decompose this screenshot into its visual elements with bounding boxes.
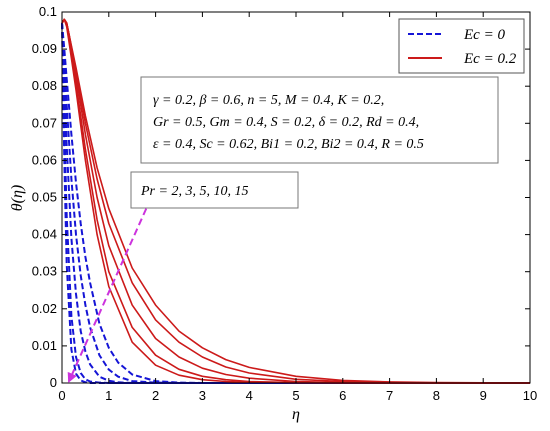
x-tick-label: 7 [386, 388, 393, 403]
y-tick-label: 0.06 [32, 152, 57, 167]
y-tick-label: 0.08 [32, 78, 57, 93]
x-tick-label: 6 [339, 388, 346, 403]
legend: Ec = 0 Ec = 0.2 [398, 18, 525, 74]
x-axis-label: η [292, 406, 300, 423]
y-tick-label: 0.03 [32, 264, 57, 279]
x-tick-label: 2 [152, 388, 159, 403]
pr-annotation-frame [130, 171, 299, 209]
pr-annotation-text: Pr = 2, 3, 5, 10, 15 [140, 184, 248, 199]
parameter-line-1: γ = 0.2, β = 0.6, n = 5, M = 0.4, K = 0.… [153, 93, 384, 108]
parameter-box-frame [140, 76, 499, 164]
x-tick-label: 10 [523, 388, 537, 403]
y-tick-label: 0.09 [32, 41, 57, 56]
y-tick-label: 0.04 [32, 227, 57, 242]
y-tick-label: 0 [50, 375, 57, 390]
x-tick-label: 8 [433, 388, 440, 403]
x-tick-label: 1 [105, 388, 112, 403]
x-tick-label: 9 [480, 388, 487, 403]
parameter-box: γ = 0.2, β = 0.6, n = 5, M = 0.4, K = 0.… [140, 76, 499, 164]
plot-frame [61, 11, 531, 384]
ticks-layer: 0 1 2 3 4 5 6 7 8 9 10 0 0.01 0.02 0.03 0.04 0.05 0.06 0.0… [32, 4, 538, 403]
pr-arrow [67, 208, 148, 383]
legend-frame [398, 18, 525, 74]
parameter-line-3: ε = 0.4, Sc = 0.62, Bi1 = 0.2, Bi2 = 0.4… [153, 137, 424, 152]
y-tick-label: 0.02 [32, 301, 57, 316]
parameter-line-2: Gr = 0.5, Gm = 0.4, S = 0.2, δ = 0.2, Rd… [153, 115, 419, 130]
x-tick-label: 4 [246, 388, 253, 403]
x-tick-label: 0 [58, 388, 65, 403]
x-tick-label: 3 [199, 388, 206, 403]
y-tick-label: 0.05 [32, 190, 57, 205]
legend-label-ec0: Ec = 0 [463, 27, 505, 43]
x-tick-label: 5 [292, 388, 299, 403]
y-tick-label: 0.1 [39, 4, 57, 19]
y-tick-label: 0.07 [32, 115, 57, 130]
y-axis-label: θ(η) [9, 185, 26, 211]
y-tick-label: 0.01 [32, 338, 57, 353]
legend-label-ec02: Ec = 0.2 [463, 51, 517, 67]
pr-annotation: Pr = 2, 3, 5, 10, 15 [130, 171, 299, 209]
